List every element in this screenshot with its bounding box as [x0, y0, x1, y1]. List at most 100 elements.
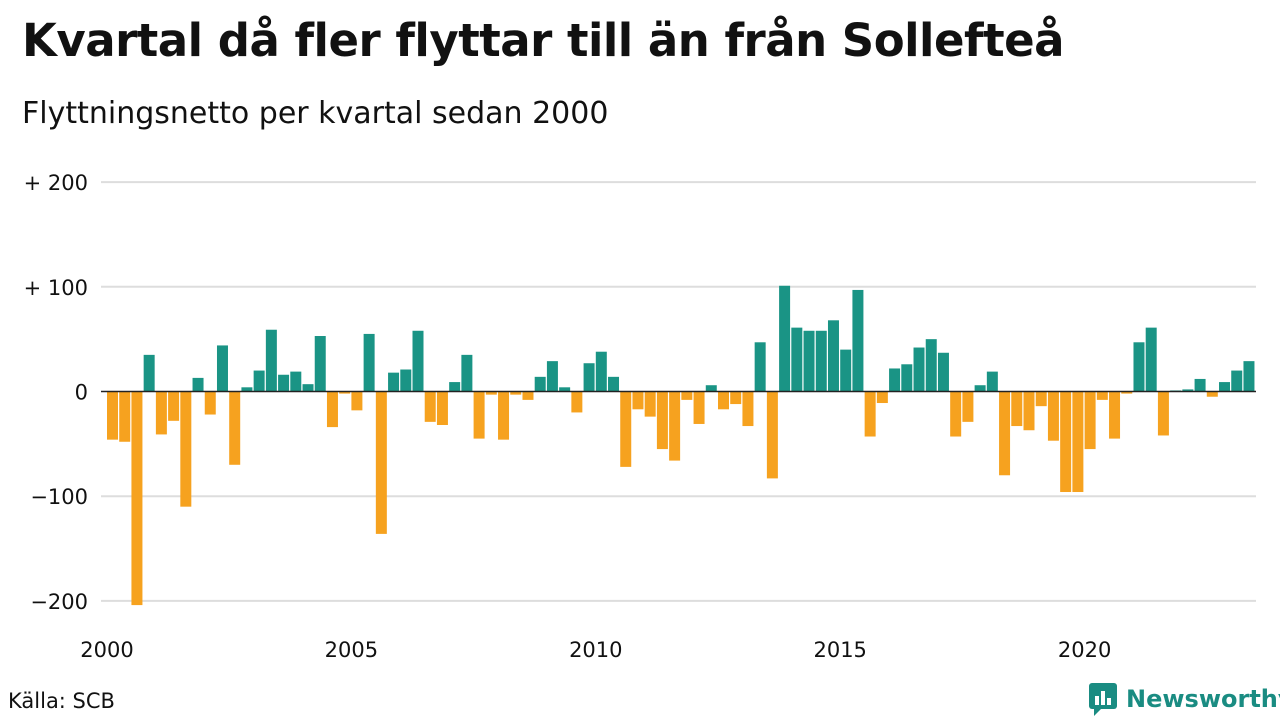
bar: [216, 345, 228, 392]
bar: [950, 391, 962, 437]
bar: [852, 289, 864, 392]
bar: [705, 385, 717, 392]
newsworthy-logo-icon: [1089, 683, 1117, 716]
bar: [1145, 327, 1157, 392]
bar: [1157, 391, 1169, 436]
bar: [742, 391, 754, 427]
bar-chart: + 200 + 100 0 −100 −200 2000 2005 2010 2015 2020: [24, 171, 1256, 662]
x-tick-label: 2010: [569, 638, 622, 662]
bar: [119, 391, 131, 442]
y-tick-label: −100: [30, 485, 88, 509]
bar: [791, 327, 803, 392]
bar: [363, 333, 375, 392]
bar: [546, 361, 558, 392]
bar: [889, 368, 901, 392]
brand-name: Newsworthy: [1126, 685, 1280, 713]
bar: [681, 391, 693, 400]
bar: [595, 351, 607, 392]
bar: [1084, 391, 1096, 450]
x-tick-label: 2005: [325, 638, 378, 662]
bar: [314, 336, 326, 392]
bar: [485, 391, 497, 395]
x-tick-label: 2000: [80, 638, 133, 662]
grid-lines: [101, 181, 1256, 602]
bar: [253, 370, 265, 392]
bar: [559, 387, 571, 392]
bar: [620, 391, 632, 467]
bar: [779, 285, 791, 392]
bar: [510, 391, 522, 395]
bar: [608, 376, 620, 392]
bar: [901, 364, 913, 392]
bar: [204, 391, 216, 415]
y-axis-labels: + 200 + 100 0 −100 −200: [24, 171, 88, 614]
bar: [718, 391, 729, 410]
bar: [241, 387, 253, 392]
x-axis-labels: 2000 2005 2010 2015 2020: [80, 638, 1111, 662]
bar: [1133, 342, 1145, 392]
bar: [1206, 391, 1218, 397]
bar: [925, 339, 937, 392]
bar: [999, 391, 1011, 476]
bar: [498, 391, 510, 440]
bar: [265, 329, 277, 392]
bar: [180, 391, 192, 507]
bar: [339, 391, 351, 394]
bar: [155, 391, 167, 435]
bar: [656, 391, 668, 450]
bar: [449, 382, 461, 392]
bar: [1121, 391, 1133, 394]
bar: [1219, 382, 1231, 392]
bar: [302, 384, 314, 392]
bar: [571, 391, 583, 413]
bar: [192, 377, 204, 392]
bar: [522, 391, 534, 400]
bar: [803, 330, 815, 392]
bar: [583, 363, 595, 392]
bar: [388, 372, 400, 392]
bar: [827, 320, 839, 392]
bar: [436, 391, 448, 425]
bar: [937, 352, 949, 392]
bar: [1109, 391, 1121, 439]
bar: [400, 369, 412, 392]
bar: [1011, 391, 1023, 427]
bar: [278, 374, 290, 392]
bar: [1182, 389, 1194, 392]
bar: [913, 347, 925, 392]
bar: [229, 391, 241, 465]
bar: [375, 391, 387, 534]
bar: [424, 391, 436, 422]
bar: [1194, 378, 1206, 392]
bar: [1047, 391, 1059, 441]
chart-title: Kvartal då fler flyttar till än från Sol…: [22, 14, 1064, 67]
x-tick-label: 2020: [1058, 638, 1111, 662]
source-note: Källa: SCB: [8, 689, 115, 713]
bar: [632, 391, 644, 410]
bar: [730, 391, 742, 405]
bar: [143, 354, 155, 392]
bar: [534, 376, 546, 392]
y-tick-label: + 100: [24, 276, 88, 300]
bar: [693, 391, 705, 424]
newsworthy-logo: Newsworthy: [1088, 682, 1280, 716]
bar: [473, 391, 485, 439]
bar: [326, 391, 338, 428]
bar: [1231, 370, 1243, 392]
bar: [1060, 391, 1072, 493]
bar: [1243, 361, 1255, 392]
bar: [644, 391, 656, 417]
bar: [864, 391, 876, 437]
bar: [131, 391, 143, 606]
bar: [974, 385, 986, 392]
bar: [876, 391, 888, 404]
bar: [754, 342, 766, 392]
bar: [461, 354, 473, 392]
bar: [766, 391, 778, 479]
bar: [168, 391, 180, 421]
bar: [290, 371, 302, 392]
bar: [351, 391, 363, 411]
bar: [1023, 391, 1035, 431]
bar: [986, 371, 998, 392]
bars: [107, 285, 1255, 606]
